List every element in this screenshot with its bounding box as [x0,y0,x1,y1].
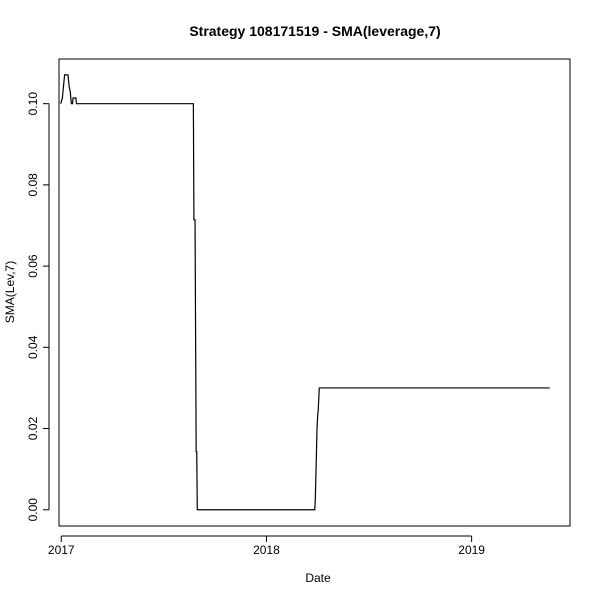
y-tick-label: 0.04 [26,335,40,359]
x-tick-label: 2017 [48,543,75,557]
chart-title: Strategy 108171519 - SMA(leverage,7) [189,23,440,39]
x-axis-label: Date [305,571,331,585]
y-axis: 0.00 0.02 0.04 0.06 0.08 0.10 [26,92,50,522]
plot-frame [58,58,571,527]
x-axis: 2017 2018 2019 [48,535,485,557]
series-line [60,74,550,511]
x-tick-label: 2018 [253,543,280,557]
y-axis-label: SMA(Lev,7) [3,261,17,323]
y-tick-label: 0.06 [26,254,40,278]
y-tick-label: 0.10 [26,92,40,116]
y-tick-label: 0.08 [26,173,40,197]
y-tick-label: 0.02 [26,417,40,441]
y-tick-label: 0.00 [26,498,40,522]
x-tick-label: 2019 [458,543,485,557]
